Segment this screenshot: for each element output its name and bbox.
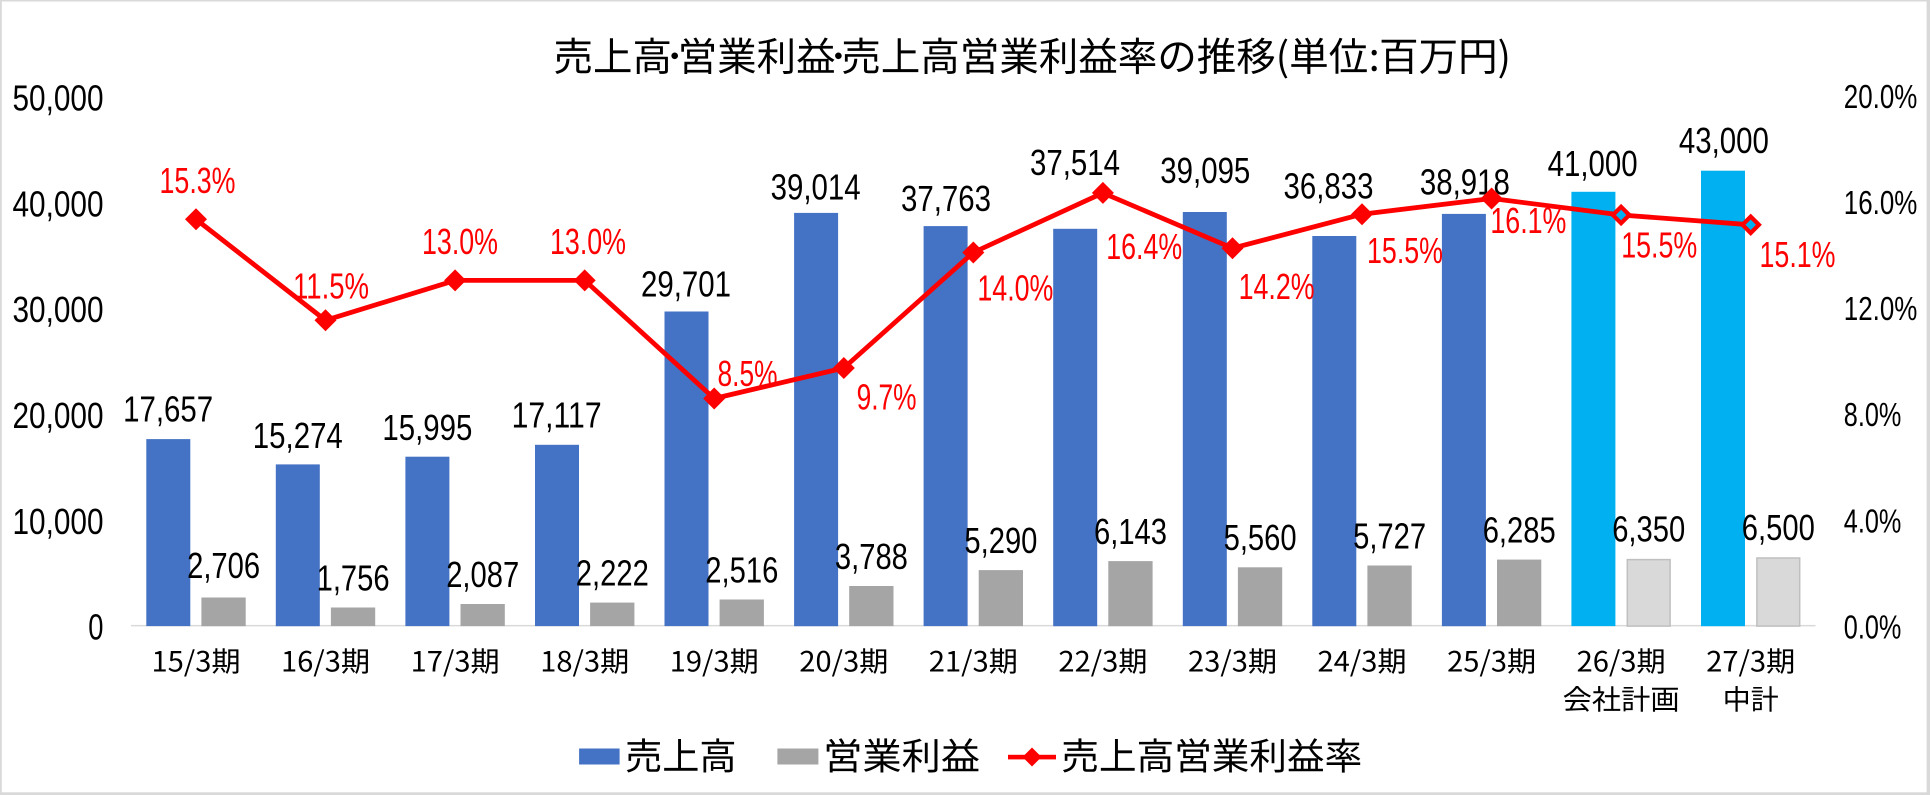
svg-text:13.0%: 13.0%	[550, 221, 626, 262]
svg-text:15,274: 15,274	[253, 415, 343, 456]
svg-text:5,290: 5,290	[964, 520, 1037, 561]
svg-text:2,706: 2,706	[187, 545, 260, 586]
svg-text:8.0%: 8.0%	[1844, 396, 1902, 433]
svg-text:29,701: 29,701	[641, 264, 731, 305]
svg-text:9.7%: 9.7%	[857, 376, 917, 417]
svg-text:15.1%: 15.1%	[1760, 234, 1836, 275]
svg-text:12.0%: 12.0%	[1844, 290, 1918, 327]
svg-text:14.0%: 14.0%	[977, 268, 1053, 309]
svg-text:37,763: 37,763	[901, 178, 991, 219]
svg-text:3,788: 3,788	[835, 536, 908, 577]
svg-text:6,500: 6,500	[1742, 507, 1815, 548]
svg-text:5,727: 5,727	[1353, 515, 1426, 556]
svg-text:2,516: 2,516	[705, 549, 778, 590]
svg-text:13.0%: 13.0%	[422, 221, 498, 262]
svg-text:43,000: 43,000	[1679, 120, 1769, 161]
svg-text:16.0%: 16.0%	[1844, 184, 1918, 221]
svg-text:40,000: 40,000	[13, 183, 104, 224]
svg-text:6,285: 6,285	[1483, 509, 1556, 550]
svg-text:16.4%: 16.4%	[1106, 226, 1182, 267]
svg-text:0.0%: 0.0%	[1844, 609, 1902, 646]
svg-text:4.0%: 4.0%	[1844, 502, 1902, 539]
svg-text:2,222: 2,222	[576, 552, 649, 593]
svg-text:17,117: 17,117	[512, 395, 602, 436]
svg-text:5,560: 5,560	[1224, 517, 1297, 558]
svg-text:15.3%: 15.3%	[160, 160, 236, 201]
svg-text:39,095: 39,095	[1160, 150, 1250, 191]
svg-text:17,657: 17,657	[123, 388, 213, 429]
svg-text:20.0%: 20.0%	[1844, 78, 1918, 115]
svg-text:39,014: 39,014	[771, 166, 861, 207]
svg-text:0: 0	[88, 607, 103, 648]
svg-text:10,000: 10,000	[13, 501, 104, 542]
svg-text:8.5%: 8.5%	[718, 353, 778, 394]
svg-text:41,000: 41,000	[1548, 143, 1638, 184]
svg-text:20,000: 20,000	[13, 395, 104, 436]
svg-text:36,833: 36,833	[1284, 166, 1374, 207]
svg-text:15.5%: 15.5%	[1621, 224, 1697, 265]
svg-text:37,514: 37,514	[1030, 142, 1120, 183]
svg-text:16.1%: 16.1%	[1490, 200, 1566, 241]
svg-text:14.2%: 14.2%	[1239, 266, 1315, 307]
svg-text:2,087: 2,087	[446, 554, 519, 595]
svg-text:50,000: 50,000	[13, 77, 104, 118]
svg-text:11.5%: 11.5%	[293, 266, 369, 307]
svg-text:1,756: 1,756	[317, 558, 390, 599]
svg-text:6,350: 6,350	[1612, 509, 1685, 550]
svg-text:30,000: 30,000	[13, 289, 104, 330]
svg-text:15,995: 15,995	[382, 407, 472, 448]
svg-text:6,143: 6,143	[1094, 511, 1167, 552]
svg-text:15.5%: 15.5%	[1367, 230, 1443, 271]
